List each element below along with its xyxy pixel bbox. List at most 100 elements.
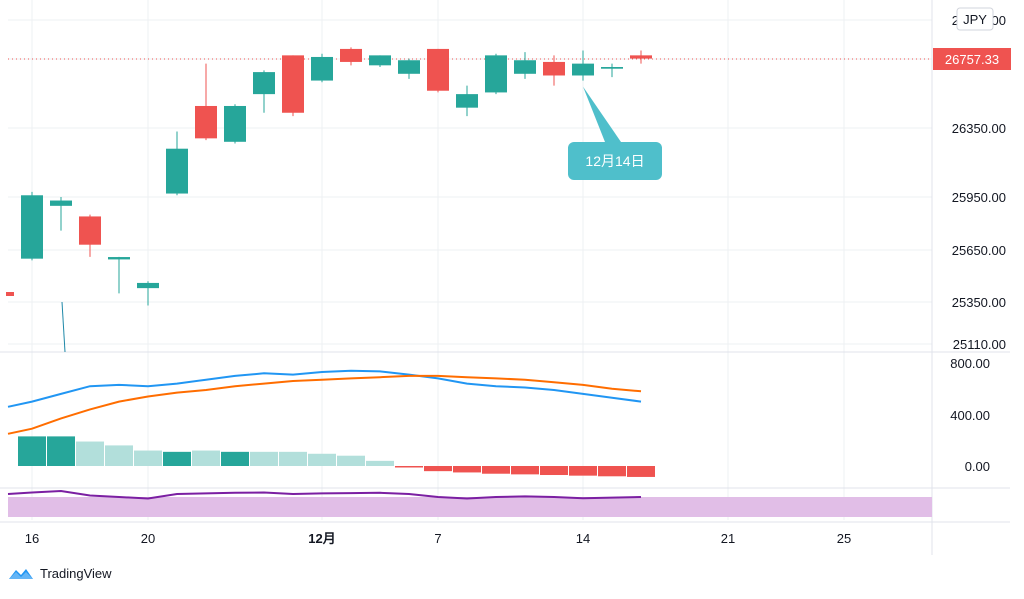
macd-histogram-bar: [250, 451, 278, 466]
macd-histogram-bar: [192, 450, 220, 466]
time-tick-label: 16: [25, 531, 39, 546]
macd-histogram-bar: [134, 450, 162, 466]
macd-histogram-bar: [395, 466, 423, 468]
macd-histogram-bar: [76, 441, 104, 466]
time-axis-labels: 16 20 12月 7 14 21 25: [25, 531, 851, 546]
candle: [601, 63, 623, 78]
macd-histogram-bar: [482, 466, 510, 474]
time-tick-label: 14: [576, 531, 590, 546]
macd-histogram-bar: [453, 466, 481, 473]
time-tick-label: 20: [141, 531, 155, 546]
currency-badge-label: JPY: [963, 12, 987, 27]
macd-histogram-bar: [627, 466, 655, 477]
macd-histogram-bar: [366, 460, 394, 466]
drawing-line: [61, 301, 66, 353]
candle-body: [311, 56, 333, 81]
macd-histogram-bar: [598, 466, 626, 477]
candle-body: [398, 60, 420, 74]
macd-histogram-bar: [569, 466, 597, 476]
macd-axis-labels: 800.00 400.00 0.00: [950, 356, 990, 474]
candle-body: [456, 94, 478, 108]
candle: [195, 63, 217, 141]
currency-badge-box: [956, 7, 994, 31]
time-tick-label: 12月: [308, 531, 335, 546]
last-price-tag: 26757.33: [933, 48, 1011, 70]
macd-histogram-bar: [511, 466, 539, 475]
candle-body: [21, 195, 43, 259]
candle: [137, 281, 159, 306]
candle-body: [108, 257, 130, 260]
annotation-pointer: [583, 86, 621, 142]
candle-body: [369, 55, 391, 66]
tradingview-logo-icon: [9, 568, 33, 579]
macd-histogram-bar: [308, 453, 336, 466]
candle: [543, 55, 565, 86]
oscillator-band: [8, 497, 932, 517]
candle: [514, 52, 536, 79]
brand-name: TradingView: [40, 566, 112, 581]
macd-histogram-bar: [105, 445, 133, 466]
currency-badge: JPY: [956, 7, 994, 31]
candle-body: [50, 200, 72, 206]
macd-histogram-bar: [540, 466, 568, 476]
macd-histogram-bar: [47, 436, 75, 466]
candle: [369, 55, 391, 68]
macd-histogram-bar: [221, 451, 249, 466]
candle: [630, 50, 652, 64]
candle-body: [485, 55, 507, 93]
brand[interactable]: TradingView: [8, 566, 112, 581]
oscillator-line: [7, 489, 642, 500]
candle: [427, 48, 449, 93]
candle: [311, 53, 333, 83]
annotation: 12月14日: [568, 86, 662, 180]
candle: [340, 47, 362, 66]
price-tick-label: 25650.00: [952, 243, 1006, 258]
macd-histogram-bar: [424, 466, 452, 472]
macd-histogram-bar: [18, 436, 46, 466]
price-tick-label: 25350.00: [952, 295, 1006, 310]
candle: [398, 58, 420, 79]
candle: [166, 131, 188, 196]
macd-histogram-bar: [163, 451, 191, 466]
candle-body: [601, 67, 623, 69]
macd-histogram: [18, 436, 655, 477]
candle: [485, 53, 507, 95]
macd-histogram-bar: [337, 455, 365, 466]
candle: [224, 104, 246, 144]
macd-line: [7, 369, 642, 408]
macd-tick-label: 0.00: [965, 459, 990, 474]
candle: [108, 256, 130, 294]
candle-body: [572, 63, 594, 76]
candle-body: [224, 105, 246, 142]
time-tick-label: 25: [837, 531, 851, 546]
candle-body: [340, 48, 362, 62]
candle: [21, 191, 43, 261]
annotation-box: [568, 142, 662, 180]
candle: [572, 50, 594, 81]
macd-tick-label: 400.00: [950, 408, 990, 423]
candle-body: [166, 148, 188, 194]
candle-body: [427, 48, 449, 91]
candle-body: [630, 55, 652, 59]
time-tick-label: 21: [721, 531, 735, 546]
price-tick-label: 25950.00: [952, 190, 1006, 205]
candle: [456, 85, 478, 117]
candles: [21, 47, 652, 306]
candle-body: [137, 282, 159, 289]
time-tick-label: 7: [434, 531, 441, 546]
candle-body: [514, 60, 536, 74]
annotation-label: 12月14日: [585, 153, 644, 169]
candle-body: [543, 61, 565, 76]
candle: [253, 70, 275, 113]
last-price-box: [933, 48, 1011, 70]
candle-body: [282, 55, 304, 113]
candle: [282, 55, 304, 117]
last-price-label: 26757.33: [945, 52, 999, 67]
candle: [50, 197, 72, 231]
macd-histogram-bar: [279, 451, 307, 466]
price-tick-label: 26350.00: [952, 121, 1006, 136]
price-tick-label: 25110.00: [953, 337, 1006, 352]
candle-partial: [6, 292, 14, 296]
